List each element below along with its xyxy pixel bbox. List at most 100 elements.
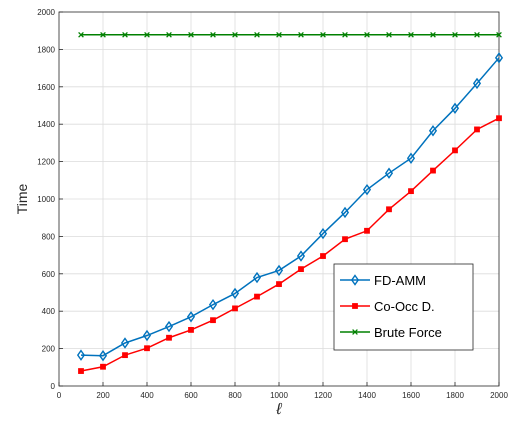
data-point-brute-force [100,31,106,38]
data-point-co-occ-d [188,326,194,333]
data-point-fd-amm [384,167,394,179]
legend-entry-brute-force: Brute Force [340,325,442,340]
data-point-co-occ-d [298,266,304,273]
data-point-fd-amm [142,329,152,342]
data-point-co-occ-d [232,305,238,312]
data-point-brute-force [232,31,238,38]
data-point-fd-amm [362,183,372,196]
data-point-co-occ-d [276,281,282,287]
series-brute-force [78,31,502,38]
data-point-co-occ-d [430,167,436,174]
data-point-co-occ-d [474,126,480,133]
x-axis-label: ℓ [275,401,282,418]
data-point-brute-force [320,31,326,38]
data-point-co-occ-d [364,227,370,234]
legend-entry-co-occ-d: Co-Occ D. [340,299,435,314]
data-point-co-occ-d [100,363,106,370]
data-point-brute-force [166,31,172,38]
y-tick-label: 600 [42,270,56,279]
data-point-brute-force [254,31,260,38]
data-point-fd-amm [274,264,284,277]
data-point-brute-force [144,31,150,38]
data-point-co-occ-d [452,147,458,154]
y-tick-label: 200 [42,345,56,354]
data-point-fd-amm [230,287,240,300]
data-point-co-occ-d [320,253,326,259]
x-tick-label: 1000 [270,391,288,400]
series-co-occ-d [78,115,502,374]
data-point-fd-amm [494,52,504,64]
y-tick-label: 400 [42,307,56,316]
y-tick-label: 0 [51,382,56,391]
data-point-fd-amm [406,152,416,164]
data-point-co-occ-d [386,206,392,213]
x-tick-label: 0 [57,391,62,400]
x-tick-label: 1800 [446,391,464,400]
data-point-fd-amm [252,271,262,284]
data-point-fd-amm [450,102,460,115]
data-point-fd-amm [164,320,174,333]
data-point-fd-amm [186,311,196,323]
series-line-fd-amm [80,57,500,357]
axis-ticks: 0 200 400 600 800 1000 1200 1400 1600 1800 2000 0 20… [37,8,508,400]
legend-label-brute-force: Brute Force [374,325,442,340]
data-point-brute-force [298,31,304,38]
x-tick-label: 1200 [314,391,332,400]
data-point-brute-force [188,31,194,38]
x-tick-label: 1600 [402,391,420,400]
data-point-fd-amm [76,349,86,361]
y-tick-label: 800 [42,232,56,241]
x-tick-label: 600 [184,391,198,400]
x-tick-label: 1400 [358,391,376,400]
data-point-fd-amm [296,250,306,262]
legend-label-fd-amm: FD-AMM [374,273,426,288]
data-point-brute-force [430,31,436,38]
data-point-co-occ-d [144,345,150,352]
data-point-fd-amm [208,298,218,311]
legend-entry-fd-amm: FD-AMM [340,273,426,288]
data-point-brute-force [276,31,282,38]
y-tick-label: 1800 [37,45,55,54]
data-point-brute-force [78,31,84,38]
y-axis-label: Time [14,183,30,214]
legend-label-co-occ-d: Co-Occ D. [374,299,435,314]
y-tick-label: 1400 [37,120,55,129]
legend-marker-brute-force [352,329,358,335]
grid [59,12,499,386]
series-fd-amm [76,52,504,362]
x-tick-label: 2000 [490,391,508,400]
data-point-co-occ-d [78,368,84,374]
data-point-co-occ-d [408,188,414,195]
y-tick-label: 1600 [37,83,55,92]
x-tick-label: 800 [228,391,242,400]
y-tick-label: 1000 [37,195,55,204]
y-tick-label: 1200 [37,158,55,167]
data-point-brute-force [474,31,480,38]
data-point-brute-force [364,31,370,38]
series-group [76,31,504,374]
data-point-fd-amm [120,337,130,349]
data-point-fd-amm [340,206,350,219]
data-point-brute-force [122,31,128,38]
data-point-fd-amm [472,77,482,90]
data-point-brute-force [386,31,392,38]
data-point-fd-amm [98,349,108,362]
data-point-co-occ-d [210,317,216,324]
data-point-co-occ-d [122,352,128,359]
data-point-co-occ-d [166,334,172,341]
x-tick-label: 400 [140,391,154,400]
legend: FD-AMM Co-Occ D. Brute Force [333,263,474,351]
data-point-fd-amm [428,125,438,137]
legend-marker-co-occ-d [352,303,358,309]
legend-marker-fd-amm [350,274,360,286]
data-point-co-occ-d [496,115,502,122]
series-line-co-occ-d [80,117,500,372]
y-tick-label: 2000 [37,8,55,17]
x-tick-label: 200 [96,391,110,400]
data-point-co-occ-d [254,293,260,300]
data-point-brute-force [342,31,348,38]
data-point-co-occ-d [342,236,348,243]
data-point-brute-force [210,31,216,38]
